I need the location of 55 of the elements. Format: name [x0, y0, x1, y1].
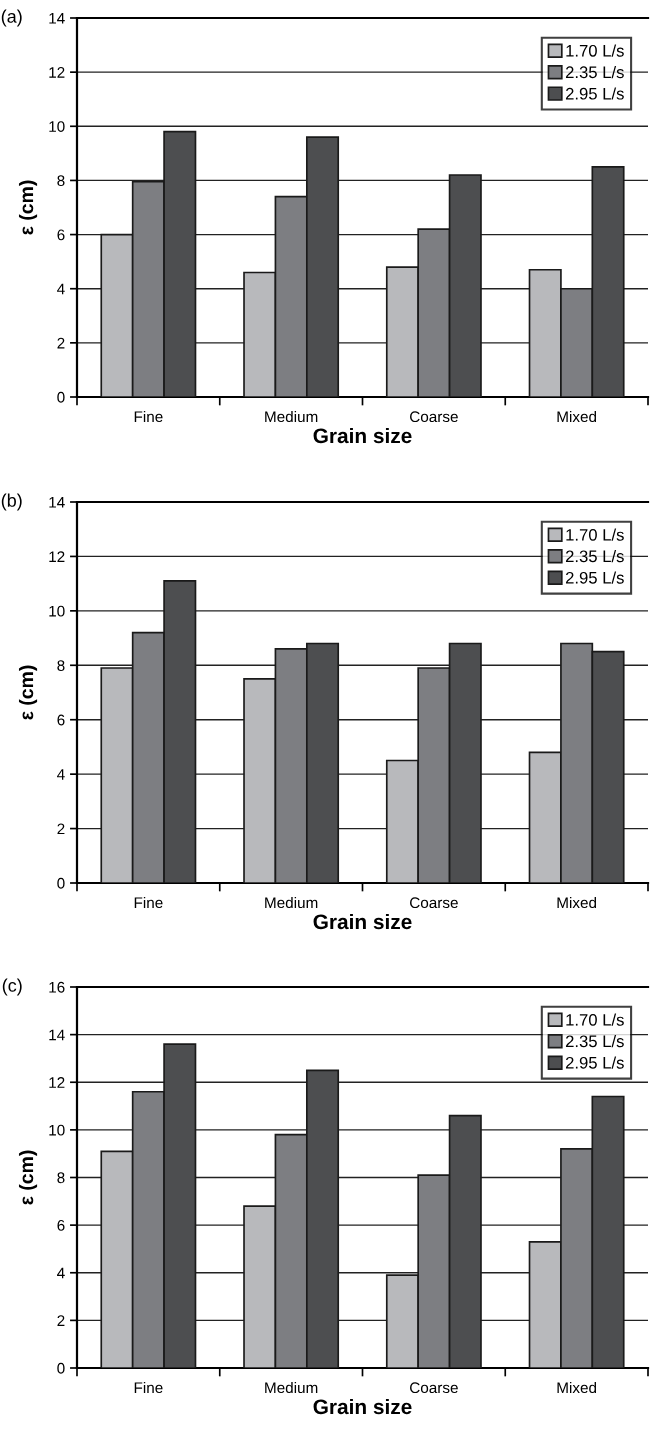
y-tick-label: 14 — [49, 1029, 65, 1041]
y-tick-label: 0 — [57, 391, 65, 403]
chart-title: (b) — [1, 493, 22, 511]
x-tick-label: Medium — [265, 410, 318, 423]
y-tick-label: 8 — [57, 175, 65, 187]
y-axis-title: ε (cm) — [18, 665, 38, 720]
y-tick-label: 4 — [57, 283, 65, 295]
y-tick-label: 2 — [57, 1315, 65, 1326]
legend-label: 2.95 L/s — [565, 571, 624, 584]
y-tick-label: 6 — [57, 229, 65, 241]
y-tick-label: 2 — [57, 337, 65, 349]
y-tick-label: 10 — [49, 1124, 65, 1136]
chart-title: (c) — [2, 978, 22, 996]
x-tick-label: Mixed — [557, 410, 597, 423]
y-tick-label: 0 — [57, 877, 65, 889]
y-tick-label: 4 — [57, 1267, 65, 1279]
x-axis-title: Grain size — [313, 1398, 412, 1415]
legend-label: 2.35 L/s — [565, 1034, 624, 1048]
x-tick-label: Medium — [265, 896, 318, 909]
legend-label: 1.70 L/s — [566, 528, 624, 541]
legend-label: 1.70 L/s — [566, 1013, 624, 1026]
x-tick-label: Fine — [134, 1381, 163, 1394]
x-tick-label: Coarse — [410, 411, 458, 423]
x-axis-title: Grain size — [313, 427, 412, 444]
y-tick-label: 14 — [49, 497, 65, 508]
x-tick-label: Fine — [134, 410, 163, 423]
y-tick-label: 10 — [49, 121, 65, 132]
x-axis-title: Grain size — [313, 913, 412, 930]
y-axis-title: ε (cm) — [18, 180, 38, 235]
x-tick-label: Medium — [265, 1381, 318, 1394]
legend-label: 2.95 L/s — [565, 1056, 624, 1069]
y-tick-label: 14 — [49, 13, 65, 24]
x-tick-label: Coarse — [410, 1382, 458, 1394]
y-tick-label: 8 — [57, 660, 65, 671]
y-tick-label: 0 — [57, 1362, 65, 1374]
y-tick-label: 10 — [49, 605, 65, 617]
y-tick-label: 12 — [49, 67, 65, 78]
y-tick-label: 8 — [57, 1172, 65, 1184]
y-tick-label: 4 — [57, 769, 65, 780]
legend-label: 2.95 L/s — [565, 87, 624, 100]
y-tick-label: 6 — [57, 1219, 65, 1231]
x-tick-label: Fine — [134, 896, 163, 909]
y-axis-title: ε (cm) — [18, 1150, 38, 1205]
y-tick-label: 6 — [57, 714, 65, 726]
x-tick-label: Mixed — [557, 896, 597, 909]
y-tick-label: 12 — [49, 1077, 65, 1088]
y-tick-label: 16 — [49, 981, 65, 993]
legend-label: 2.35 L/s — [565, 65, 624, 79]
y-tick-label: 12 — [49, 551, 65, 562]
x-tick-label: Coarse — [410, 897, 458, 909]
x-tick-label: Mixed — [557, 1381, 597, 1394]
y-tick-label: 2 — [57, 823, 65, 835]
legend-label: 2.35 L/s — [565, 549, 624, 563]
legend-label: 1.70 L/s — [566, 44, 624, 57]
chart-title: (a) — [1, 9, 22, 27]
